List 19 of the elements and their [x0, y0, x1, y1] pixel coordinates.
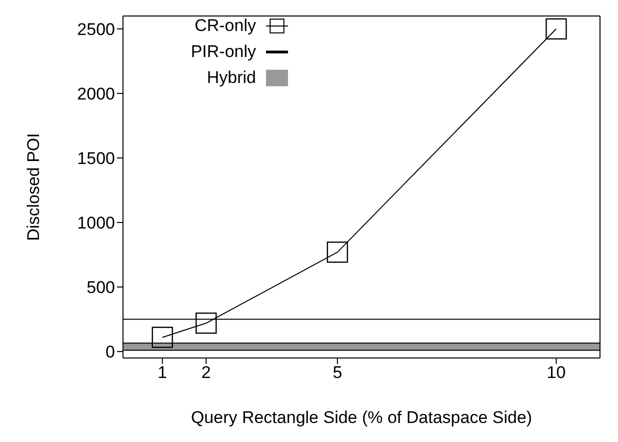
legend-label: PIR-only	[190, 41, 256, 63]
y-tick-label: 2500	[77, 20, 115, 39]
legend-label: CR-only	[194, 15, 256, 37]
y-tick-label: 1500	[77, 148, 115, 168]
point	[152, 326, 173, 348]
y-axis-title: Disclosed POI	[24, 133, 44, 241]
y-tick-label: 500	[86, 278, 115, 298]
x-tick-label: 10	[546, 363, 566, 382]
y-tick-label: 2000	[77, 84, 115, 104]
legend-label: Hybrid	[206, 67, 256, 89]
x-tick-label: 5	[332, 363, 342, 382]
point	[326, 242, 348, 263]
y-tick-label: 1000	[77, 214, 115, 233]
x-tick-label: 1	[158, 363, 168, 382]
point	[546, 18, 567, 40]
x-tick-label: 2	[201, 363, 211, 382]
y-tick-label: 0	[106, 342, 115, 362]
point	[196, 312, 217, 334]
x-axis-title: Query Rectangle Side (% of Dataspace Side)	[190, 408, 532, 427]
